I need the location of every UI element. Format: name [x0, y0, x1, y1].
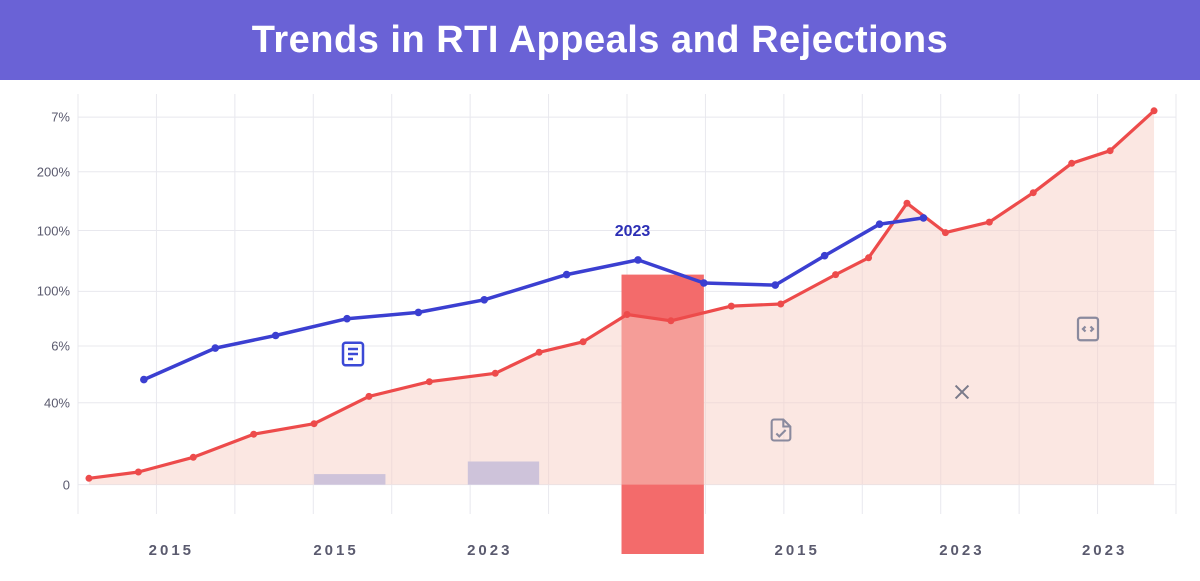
- x-tick-label: 2023: [1082, 542, 1127, 559]
- series-red-point-14: [832, 271, 839, 278]
- series-blue-point-1: [211, 344, 219, 352]
- series-red-point-22: [1151, 107, 1158, 114]
- y-tick-label: 6%: [20, 339, 70, 354]
- y-tick-label: 7%: [20, 110, 70, 125]
- series-blue-point-6: [563, 271, 571, 279]
- series-red-point-1: [135, 469, 142, 476]
- series-red-point-2: [190, 454, 197, 461]
- series-red-point-5: [365, 393, 372, 400]
- series-blue-point-11: [876, 220, 884, 228]
- series-red-point-21: [1107, 147, 1114, 154]
- y-tick-label: 100%: [20, 284, 70, 299]
- x-tick-label: 2015: [313, 542, 358, 559]
- series-blue-point-0: [140, 376, 148, 384]
- series-red-point-10: [624, 311, 631, 318]
- chart-title-band: Trends in RTI Appeals and Rejections: [0, 0, 1200, 80]
- x-tick-label: 2023: [939, 542, 984, 559]
- series-blue-point-2: [272, 332, 280, 340]
- series-red-point-20: [1068, 160, 1075, 167]
- series-red-point-19: [1030, 189, 1037, 196]
- file-check-icon: [767, 416, 795, 444]
- series-red-point-13: [777, 301, 784, 308]
- series-red-point-17: [942, 229, 949, 236]
- series-blue-point-5: [480, 296, 488, 304]
- series-blue-point-8: [700, 279, 708, 287]
- chart-title: Trends in RTI Appeals and Rejections: [252, 19, 949, 61]
- series-red-point-11: [667, 317, 674, 324]
- x-tick-label: 2015: [149, 542, 194, 559]
- series-red-point-15: [865, 254, 872, 261]
- series-blue-point-10: [821, 252, 829, 260]
- series-red-point-18: [986, 219, 993, 226]
- y-tick-label: 200%: [20, 164, 70, 179]
- chart-container: 7% 200% 100% 100% 6% 40% 0 2015 2015 2023 2015 202…: [0, 80, 1200, 581]
- series-blue-point-9: [771, 281, 779, 289]
- document-icon: [338, 339, 368, 369]
- x-icon: [951, 381, 973, 403]
- x-tick-label: 2023: [467, 542, 512, 559]
- series-blue-point-3: [343, 315, 351, 323]
- series-red-point-6: [426, 378, 433, 385]
- series-blue-point-4: [415, 309, 423, 317]
- series-red-point-9: [580, 338, 587, 345]
- series-red-point-3: [250, 431, 257, 438]
- series-red-point-4: [311, 420, 318, 427]
- series-blue-point-7: [634, 256, 642, 264]
- series-blue-point-12: [920, 214, 928, 222]
- code-file-icon: [1073, 314, 1103, 344]
- chart-svg: [78, 94, 1176, 514]
- series-callout-label: 2023: [615, 223, 651, 241]
- series-red-point-16: [903, 200, 910, 207]
- series-red-point-7: [492, 370, 499, 377]
- y-tick-label: 0: [20, 477, 70, 492]
- y-tick-label: 100%: [20, 223, 70, 238]
- series-red-point-12: [728, 303, 735, 310]
- y-tick-label: 40%: [20, 395, 70, 410]
- series-red-point-8: [536, 349, 543, 356]
- series-red-point-0: [85, 475, 92, 482]
- x-tick-label: 2015: [775, 542, 820, 559]
- plot-area: 7%200%100%100%6%40%0 2015201520232015202…: [78, 94, 1176, 514]
